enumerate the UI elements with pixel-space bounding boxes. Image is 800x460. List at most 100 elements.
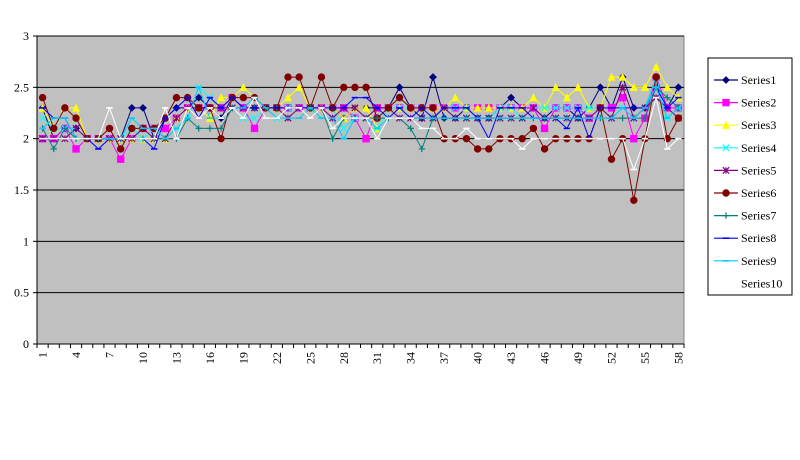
data-point (72, 124, 80, 133)
data-point (127, 103, 136, 112)
x-tick-label: 28 (337, 352, 351, 364)
legend-swatch-marker (722, 76, 730, 84)
x-tick-label: 49 (571, 352, 585, 364)
data-point (585, 104, 593, 112)
data-point (362, 103, 371, 112)
data-point (362, 134, 370, 143)
data-point (50, 145, 57, 153)
data-point (507, 93, 516, 102)
data-point (518, 134, 526, 143)
data-point (105, 124, 114, 133)
data-point (295, 73, 303, 81)
data-point (652, 62, 661, 71)
data-point (540, 145, 549, 153)
legend-swatch-marker (722, 212, 730, 219)
data-point (540, 104, 549, 112)
legend-swatch-marker (722, 166, 730, 175)
data-point (239, 93, 248, 102)
legend-label: Series10 (741, 276, 782, 290)
legend-entry: Series7 (714, 209, 776, 223)
legend-label: Series1 (741, 73, 776, 87)
data-point (38, 93, 47, 102)
data-point (61, 125, 69, 132)
legend-entry: Series9 (714, 254, 776, 268)
data-point (630, 134, 638, 143)
data-point (529, 104, 538, 112)
data-point (384, 104, 393, 112)
x-tick-label: 40 (471, 352, 485, 364)
data-point (664, 94, 671, 101)
x-tick-label: 52 (604, 352, 618, 364)
data-point (395, 83, 404, 92)
data-point (283, 93, 293, 102)
legend-label: Series9 (741, 254, 776, 268)
data-point (116, 155, 125, 163)
data-point (395, 93, 404, 102)
x-tick-label: 25 (303, 352, 317, 364)
legend-swatch-marker (722, 144, 730, 152)
data-point (473, 103, 482, 112)
data-point (540, 124, 549, 133)
data-point (551, 83, 560, 92)
data-point (462, 134, 471, 143)
legend-entry: Series10 (714, 276, 782, 290)
data-point (641, 114, 649, 122)
y-tick-label: 2.5 (14, 80, 29, 94)
data-point (284, 73, 292, 81)
data-point (529, 124, 538, 133)
data-point (451, 93, 460, 102)
data-point (351, 104, 359, 112)
data-point (629, 83, 638, 92)
data-point (250, 124, 259, 133)
data-point (61, 104, 69, 112)
data-point (72, 145, 80, 153)
legend-label: Series7 (741, 209, 776, 223)
legend-swatch-marker (722, 98, 730, 107)
data-point (139, 103, 147, 112)
legend-label: Series5 (741, 163, 776, 177)
data-point (172, 114, 181, 122)
legend-label: Series3 (741, 118, 776, 132)
legend-label: Series2 (741, 96, 776, 110)
legend-entry: Series5 (714, 163, 776, 177)
data-point (552, 104, 560, 112)
data-point (161, 124, 169, 133)
data-point (618, 93, 627, 102)
y-tick-label: 0 (23, 337, 29, 351)
legend-entry: Series4 (714, 141, 776, 155)
y-tick-label: 3 (23, 29, 29, 43)
data-point (407, 125, 414, 132)
data-point (674, 114, 683, 122)
legend-entry: Series6 (714, 186, 776, 200)
data-point (250, 114, 259, 122)
y-tick-label: 0.5 (14, 286, 29, 300)
data-point (195, 125, 202, 132)
x-tick-label: 10 (136, 352, 150, 364)
data-point (485, 145, 493, 153)
data-point (362, 83, 370, 92)
x-tick-label: 7 (103, 352, 117, 358)
data-point (429, 104, 437, 112)
y-axis-ticks: 0 0.5 1 1.5 2 2.5 3 (14, 29, 37, 351)
data-point (217, 125, 225, 132)
y-tick-label: 2 (23, 132, 29, 146)
data-point (217, 134, 225, 143)
data-point (562, 93, 571, 102)
data-point (473, 145, 482, 153)
data-point (38, 114, 47, 122)
data-point (607, 155, 616, 163)
data-point (239, 83, 248, 92)
x-tick-label: 1 (36, 352, 50, 358)
series-layer (38, 62, 683, 204)
data-point (351, 83, 359, 92)
data-point (50, 124, 58, 133)
x-tick-label: 37 (437, 352, 451, 364)
legend-swatch-marker (722, 189, 730, 197)
data-point (619, 114, 626, 122)
y-tick-label: 1.5 (14, 183, 29, 197)
x-tick-label: 34 (404, 352, 418, 364)
data-point (596, 83, 605, 92)
y-tick-label: 1 (23, 234, 29, 248)
data-point (172, 93, 181, 102)
